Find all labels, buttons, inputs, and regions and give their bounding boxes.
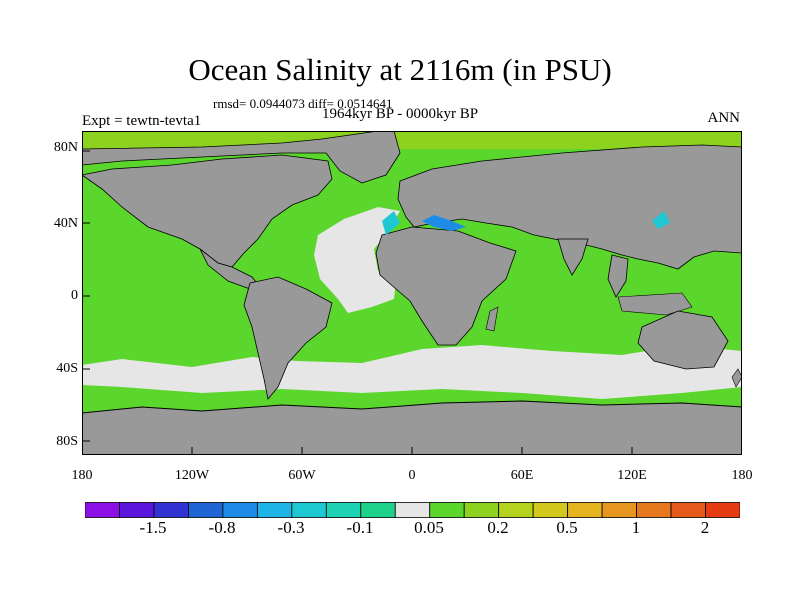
south-america	[243, 276, 333, 400]
africa	[375, 226, 517, 346]
colorbar-swatch	[567, 502, 603, 518]
southern-ocean-anomaly	[82, 345, 742, 399]
colorbar-swatch	[636, 502, 672, 518]
mediterranean-patch	[422, 215, 466, 231]
colorbar-swatch	[188, 502, 224, 518]
colorbar-swatch	[325, 502, 362, 518]
salinity-map	[82, 131, 742, 455]
x-tick-label: 120W	[174, 468, 210, 483]
colorbar-label: 2	[700, 518, 710, 537]
x-tick-label: 180	[71, 468, 93, 483]
x-tick-label: 60E	[510, 468, 534, 483]
y-tick-label: 80N	[53, 140, 78, 155]
india	[557, 238, 589, 276]
labrador-patch	[382, 211, 400, 235]
x-tick-label: 60W	[288, 468, 316, 483]
colorbar-swatch	[153, 502, 189, 518]
y-tick-label: 40S	[56, 361, 78, 376]
colorbar-swatch	[601, 502, 637, 518]
colorbar-swatch	[705, 502, 740, 518]
colorbar-swatch	[670, 502, 706, 518]
season-label: ANN	[707, 110, 741, 126]
atlantic-anomaly	[314, 207, 400, 313]
colorbar-label: 0.05	[414, 518, 444, 537]
experiment-label: Expt = tewtn-tevta1	[82, 113, 202, 129]
new-zealand	[731, 368, 742, 388]
southeast-asia	[607, 254, 629, 298]
colorbar-label: 1	[631, 518, 641, 537]
colorbar-label: -0.8	[208, 518, 236, 537]
colorbar-label: -1.5	[139, 518, 167, 537]
colorbar-swatch	[291, 502, 327, 518]
arctic-band	[82, 131, 742, 149]
colorbar-swatch	[394, 502, 431, 518]
australia	[637, 310, 729, 370]
stats-text: rmsd= 0.0944073 diff= 0.0514641	[213, 96, 393, 111]
x-tick-label: 180	[731, 468, 753, 483]
colorbar-label: -0.3	[277, 518, 305, 537]
colorbar-label: 0.2	[487, 518, 509, 537]
colorbar-swatch	[85, 502, 120, 518]
period-text: 1964kyr BP - 0000kyr BP	[322, 106, 479, 122]
antarctica	[82, 400, 742, 455]
x-tick-label: 120E	[617, 468, 647, 483]
madagascar	[485, 306, 499, 332]
colorbar-swatch	[360, 502, 396, 518]
japan-sea-patch	[652, 211, 670, 229]
colorbar-swatch	[532, 502, 569, 518]
y-tick-label: 0	[71, 288, 78, 303]
colorbar-label: 0.5	[556, 518, 578, 537]
x-tick-label: 0	[408, 468, 416, 483]
north-america	[82, 154, 333, 268]
y-tick-label: 40N	[53, 216, 78, 231]
colorbar-swatch	[463, 502, 500, 518]
colorbar-swatch	[498, 502, 534, 518]
colorbar-swatch	[256, 502, 293, 518]
colorbar-label: -0.1	[346, 518, 374, 537]
tick-marks	[82, 150, 742, 455]
y-tick-label: 80S	[56, 434, 78, 449]
colorbar-swatch	[429, 502, 465, 518]
colorbar-swatch	[222, 502, 258, 518]
colorbar	[85, 502, 740, 518]
colorbar-swatch	[119, 502, 155, 518]
arctic-land	[82, 131, 401, 184]
map-title: Ocean Salinity at 2116m (in PSU)	[188, 52, 612, 87]
